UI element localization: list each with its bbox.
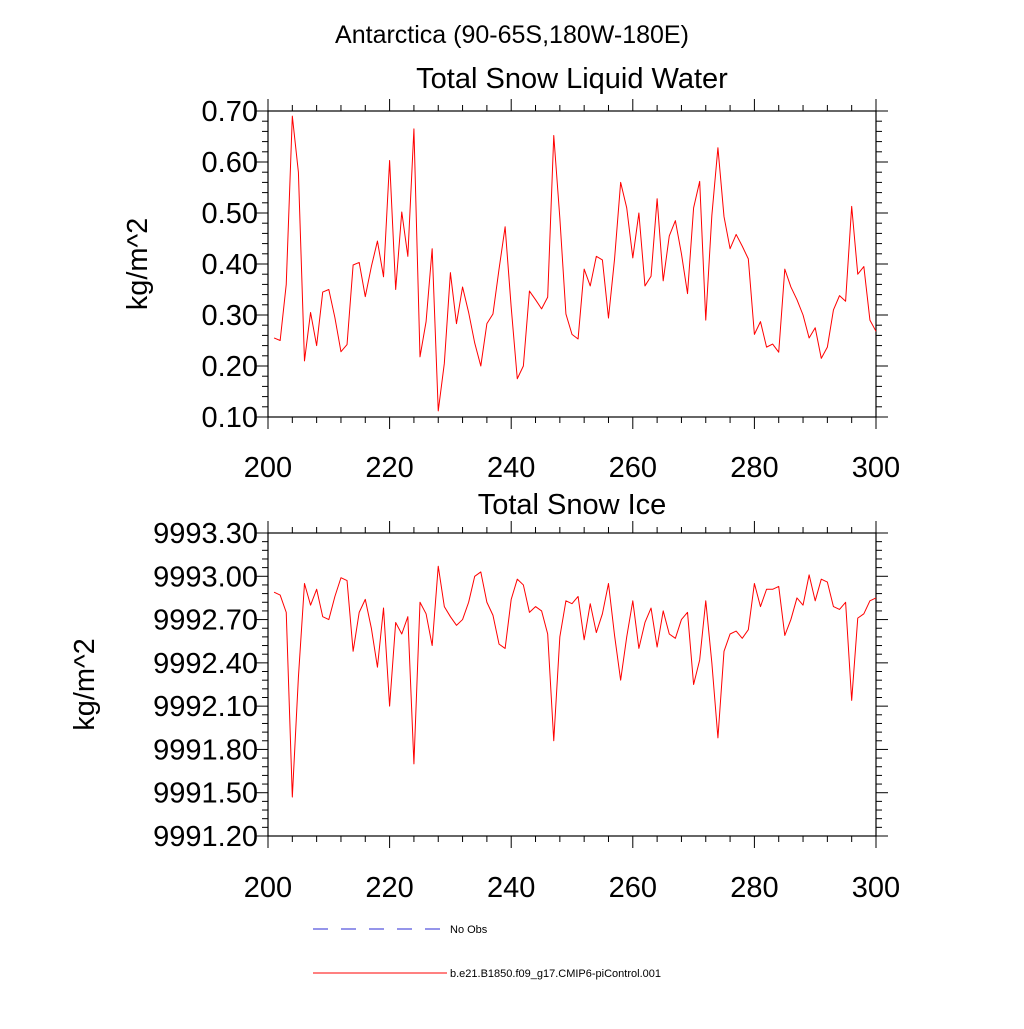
panel-2-y-tick-label: 9993.00 [153,561,258,593]
panel-1-y-tick-label: 0.50 [202,198,258,230]
panel-2-frame [267,532,877,837]
panel-2-x-tick-label: 260 [609,872,657,904]
panel-1-y-tick-label: 0.30 [202,300,258,332]
panel-1-y-tick-label: 0.70 [202,96,258,128]
panel-1-x-tick-label: 240 [487,452,535,484]
panel-2-y-axis-label: kg/m^2 [69,638,101,731]
panel-1-plot: 200 220 240 260 280 300 0.10 0.20 0.30 0.40 0.50 0.… [122,96,900,484]
panel-1-y-tick-label: 0.40 [202,249,258,281]
panel-2-x-tick-label: 280 [730,872,778,904]
panel-2-y-tick-label: 9992.70 [153,605,258,637]
panel-1-x-tick-label: 220 [365,452,413,484]
panel-1-x-tick-label: 280 [730,452,778,484]
panel-2-y-tick-label: 9991.50 [153,778,258,810]
panel-1-x-tick-label: 260 [609,452,657,484]
panel-1-y-tick-label: 0.10 [202,402,258,434]
panel-1-x-tick-label: 300 [852,452,900,484]
legend-label-model: b.e21.B1850.f09_g17.CMIP6-piControl.001 [450,968,661,980]
panel-2-plot: 200 220 240 260 280 300 9991.20 9991.50 9991.80 9… [69,518,900,904]
panel-1-x-tick-label: 200 [244,452,292,484]
legend: No Obs b.e21.B1850.f09_g17.CMIP6-piContr… [313,924,661,980]
panel-2-x-tick-label: 240 [487,872,535,904]
panel-2-y-tick-label: 9991.80 [153,734,258,766]
panel-2-x-tick-label: 300 [852,872,900,904]
panel-1-series-line-1 [273,115,877,412]
panel-2-x-tick-label: 220 [365,872,413,904]
legend-label-no-obs: No Obs [450,924,488,936]
panel-1-y-tick-label: 0.60 [202,147,258,179]
panel-1-y-axis-label: kg/m^2 [122,218,154,311]
panel-2-y-tick-label: 9993.30 [153,518,258,550]
panel-2-series-line-1 [273,565,877,798]
panel-2-title: Total Snow Ice [478,489,667,521]
figure-title: Antarctica (90-65S,180W-180E) [335,21,689,49]
panel-1-title: Total Snow Liquid Water [416,63,728,95]
panel-2-y-tick-label: 9992.40 [153,648,258,680]
panel-1-y-tick-label: 0.20 [202,351,258,383]
panel-2-y-tick-label: 9992.10 [153,691,258,723]
panel-2-x-tick-label: 200 [244,872,292,904]
panel-2-y-tick-label: 9991.20 [153,821,258,853]
